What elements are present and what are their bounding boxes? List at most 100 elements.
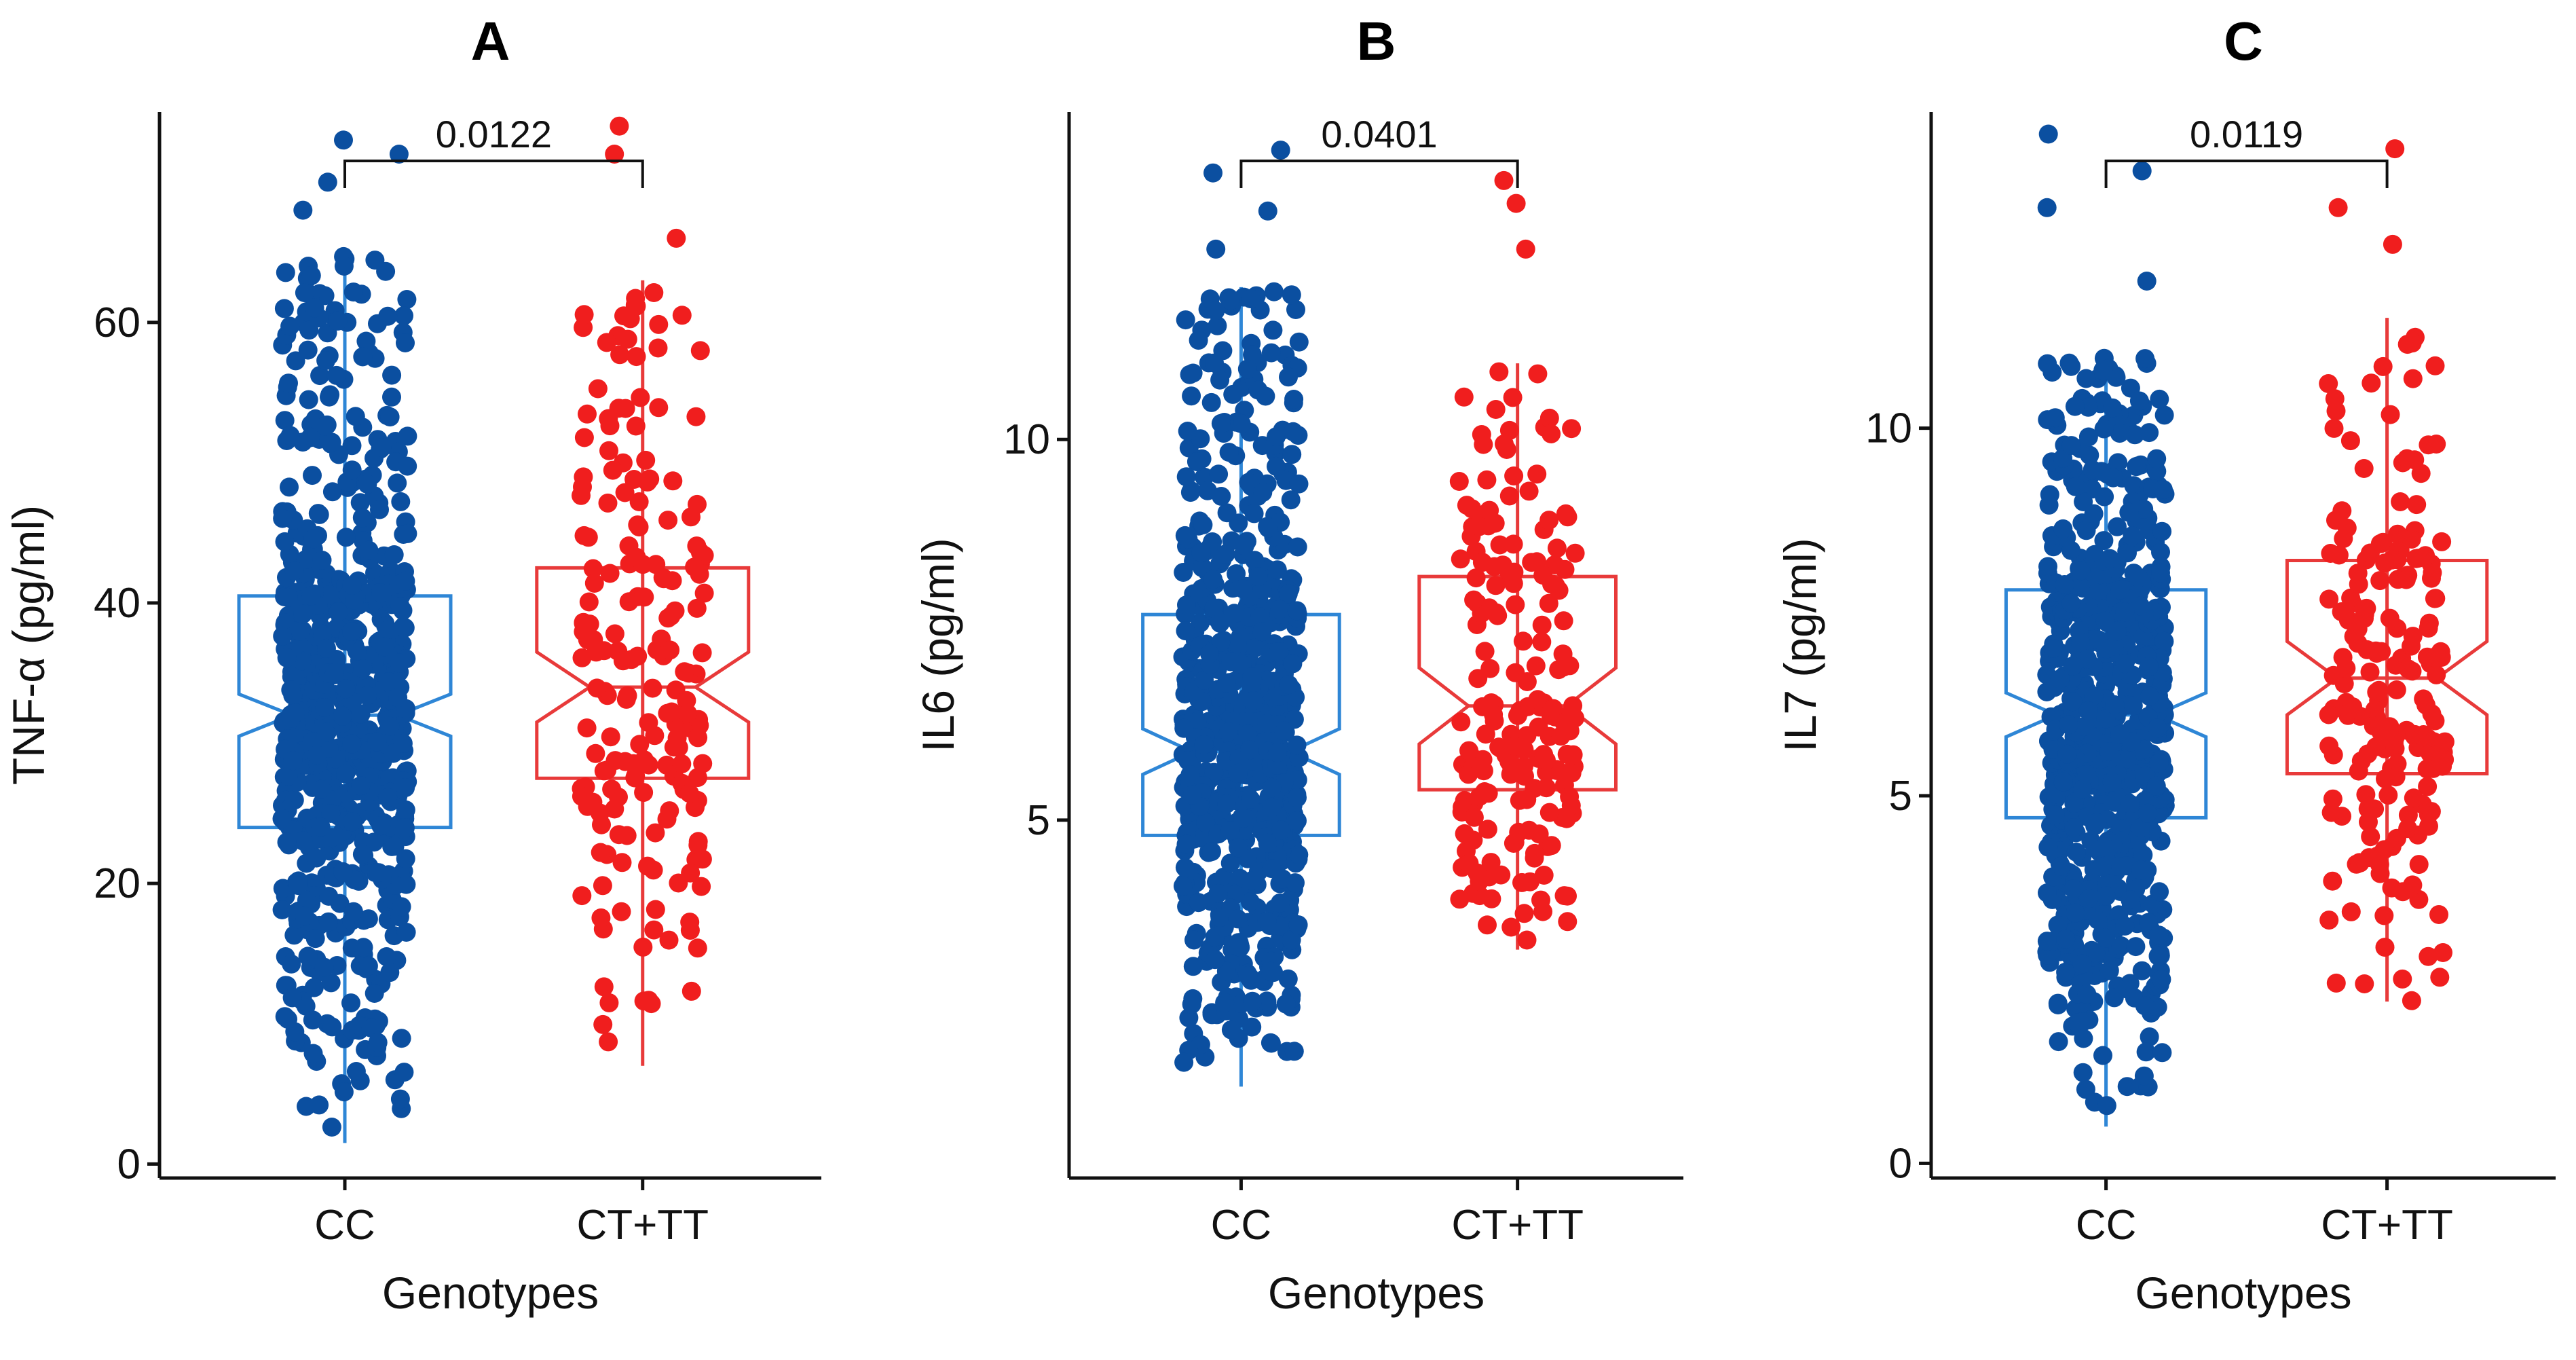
data-point: [1242, 871, 1261, 891]
data-point: [1200, 644, 1219, 663]
data-point: [2120, 794, 2140, 813]
data-point: [2083, 460, 2102, 479]
data-point: [375, 637, 394, 657]
y-axis-label: IL6 (pg/ml): [913, 538, 963, 752]
data-point: [633, 937, 653, 957]
data-point: [1480, 659, 1500, 678]
data-point: [1182, 386, 1201, 406]
data-point: [2398, 819, 2418, 839]
data-point: [2319, 374, 2338, 393]
data-point: [286, 703, 305, 722]
data-point: [2110, 580, 2130, 600]
data-point: [615, 483, 635, 502]
data-point: [367, 732, 387, 752]
data-point: [2056, 929, 2076, 949]
data-point: [2360, 543, 2380, 563]
data-point: [353, 347, 373, 367]
data-point: [343, 902, 363, 921]
data-point: [382, 387, 401, 407]
data-point: [1176, 834, 1196, 854]
data-point: [2419, 613, 2439, 633]
data-point: [1267, 456, 1286, 476]
data-point: [385, 837, 405, 856]
points: [2037, 124, 2175, 1116]
data-point: [2066, 477, 2085, 496]
data-point: [612, 902, 631, 921]
data-point: [2329, 545, 2349, 565]
data-point: [310, 366, 330, 386]
data-point: [396, 923, 416, 942]
data-point: [2074, 1029, 2093, 1048]
data-point: [2357, 640, 2377, 659]
data-point: [1514, 756, 1533, 776]
data-point: [2053, 519, 2073, 538]
data-point: [1204, 762, 1224, 782]
data-point: [2049, 1032, 2068, 1052]
data-point: [1189, 893, 1208, 913]
data-point: [2118, 543, 2137, 563]
data-point: [2152, 521, 2172, 541]
data-point: [2398, 659, 2418, 679]
data-point: [301, 586, 321, 606]
data-point: [1242, 667, 1262, 687]
data-point: [1204, 598, 1224, 618]
data-point: [2427, 665, 2446, 684]
data-point: [1532, 615, 1552, 635]
data-point: [380, 963, 400, 982]
y-tick-label: 60: [94, 299, 141, 346]
data-point: [1459, 853, 1479, 873]
data-point: [1244, 504, 1264, 523]
data-point: [1208, 883, 1228, 903]
data-point: [1519, 820, 1539, 840]
data-point: [1560, 656, 1580, 676]
data-point: [1271, 820, 1291, 840]
data-point: [307, 848, 326, 868]
data-point: [1527, 464, 1547, 484]
data-point: [2073, 578, 2093, 598]
data-point: [1539, 511, 1559, 530]
data-point: [2111, 936, 2131, 955]
data-point: [2061, 593, 2081, 613]
data-point: [1276, 994, 1296, 1014]
data-point: [2374, 906, 2394, 925]
data-point: [2037, 198, 2057, 217]
data-point: [1239, 473, 1258, 492]
data-point: [2385, 139, 2405, 159]
data-point: [1227, 564, 1246, 583]
data-point: [1206, 950, 1225, 970]
data-point: [389, 145, 409, 164]
data-point: [2403, 369, 2423, 388]
data-point: [303, 1044, 323, 1063]
y-axis-label: IL7 (pg/ml): [1775, 538, 1825, 752]
data-point: [2076, 521, 2096, 540]
data-point: [1215, 993, 1235, 1012]
data-point: [1288, 811, 1307, 830]
data-point: [2407, 495, 2427, 515]
data-point: [1212, 487, 1231, 506]
data-point: [334, 257, 354, 276]
data-point: [2038, 557, 2057, 576]
data-point: [378, 788, 398, 807]
data-point: [277, 832, 297, 852]
data-point: [2152, 1043, 2172, 1063]
data-point: [1180, 483, 1200, 502]
data-point: [1220, 291, 1240, 310]
data-point: [1228, 763, 1248, 783]
data-point: [1478, 820, 1497, 839]
data-point: [1203, 163, 1222, 183]
data-point: [2421, 802, 2441, 822]
panel-c: C 0 5 10 IL7 (pg/ml) CC CT+TT Genotypes 0.0119: [1775, 11, 2556, 1318]
data-point: [280, 316, 300, 336]
data-point: [2038, 837, 2058, 857]
data-point: [1481, 853, 1501, 872]
data-point: [1178, 422, 1197, 441]
data-point: [278, 767, 298, 786]
data-point: [1542, 836, 1561, 856]
p-value-label: 0.0122: [436, 113, 552, 155]
data-point: [2056, 962, 2076, 982]
data-point: [630, 735, 650, 754]
data-point: [2427, 435, 2446, 454]
data-point: [1470, 886, 1489, 906]
data-point: [1556, 504, 1575, 523]
data-point: [637, 472, 657, 492]
